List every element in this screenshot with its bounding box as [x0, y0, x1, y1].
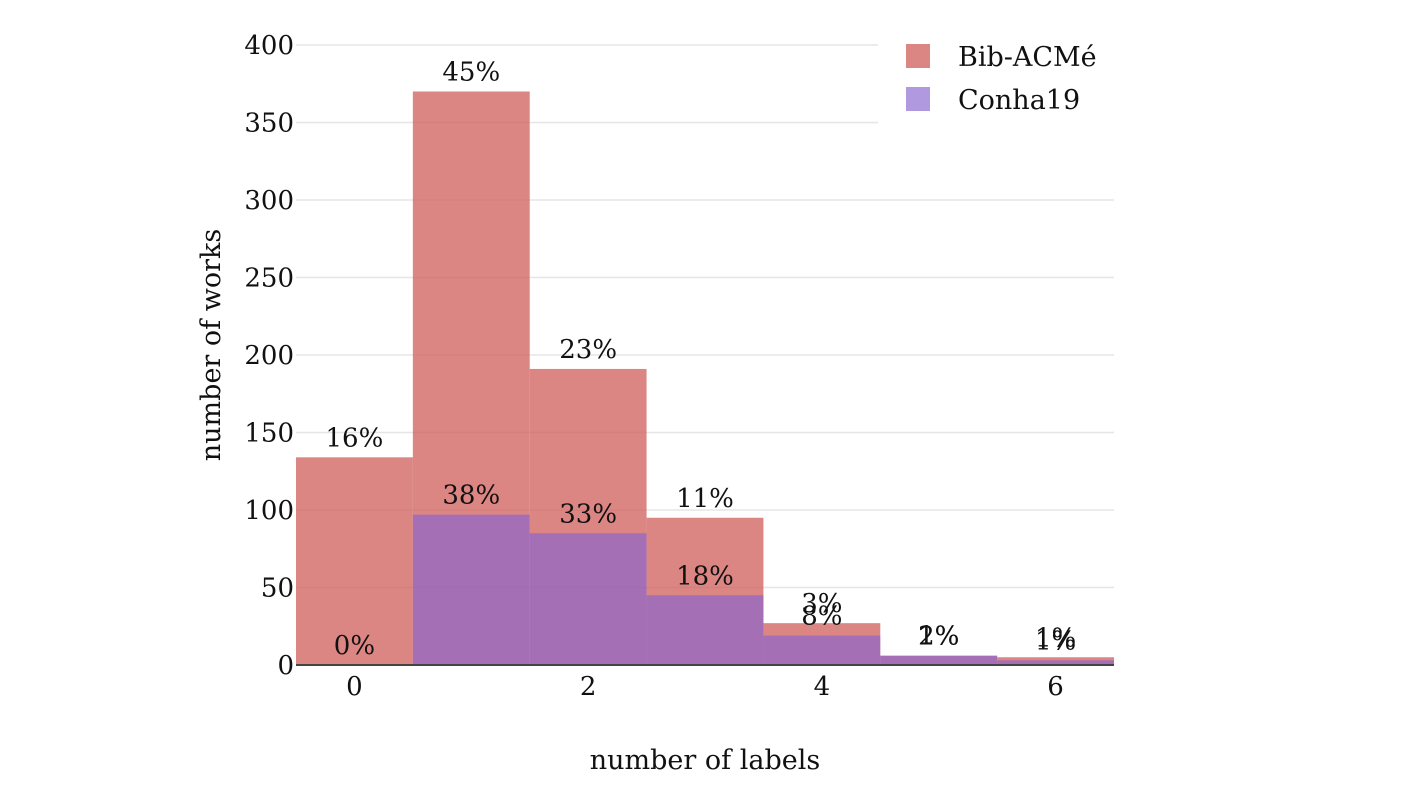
y-tick-label-350: 350 [244, 109, 294, 139]
bar-series1-x3 [646, 595, 764, 665]
bar-label-series1-x0: 0% [334, 631, 375, 661]
y-tick-label-150: 150 [244, 419, 294, 449]
y-tick-label-250: 250 [244, 264, 294, 294]
y-axis-title: number of works [196, 229, 227, 461]
y-tick-label-400: 400 [244, 31, 294, 61]
y-tick-label-300: 300 [244, 186, 294, 216]
x-tick-label-4: 4 [814, 672, 831, 702]
bar-label-series1-x3: 18% [676, 561, 734, 591]
bar-series1-x5 [880, 655, 998, 665]
axes: 0 50 100 150 200 250 300 350 400 0 2 4 6 [244, 31, 1114, 702]
bar-label-series1-x2: 33% [559, 499, 617, 529]
bar-label-series0-x3: 11% [676, 484, 734, 514]
bar-series1-x1 [412, 514, 530, 665]
legend-swatch-bib-acme [906, 44, 930, 68]
bar-label-series1-x6: 1% [1035, 626, 1076, 656]
bar-series1-x6 [997, 660, 1114, 665]
bar-label-series0-x6: 1% [1035, 623, 1076, 653]
x-tick-label-6: 6 [1047, 672, 1064, 702]
x-tick-label-2: 2 [580, 672, 597, 702]
bars [296, 91, 1114, 665]
y-tick-label-50: 50 [261, 574, 294, 604]
bar-series1-x2 [529, 533, 647, 665]
bar-label-series1-x5: 2% [918, 622, 959, 652]
bar-label-series1-x4: 8% [801, 602, 842, 632]
bar-label-series0-x1: 45% [442, 58, 500, 88]
legend-label-bib-acme: Bib-ACMé [958, 42, 1097, 73]
bar-labels: 16%45%23%11%3%1% 1%0%38%33%18%8%2% 1% [326, 58, 1077, 662]
bar-label-series0-x0: 16% [326, 423, 384, 453]
bar-label-series0-x5: 1% [918, 622, 959, 652]
bar-series1-x4 [763, 635, 881, 665]
y-tick-label-200: 200 [244, 341, 294, 371]
y-tick-label-100: 100 [244, 496, 294, 526]
x-tick-label-0: 0 [346, 672, 363, 702]
legend-swatch-conha19 [906, 87, 930, 111]
legend: Bib-ACMé Conha19 [906, 42, 1097, 116]
legend-label-conha19: Conha19 [958, 85, 1080, 116]
bar-series0-x0 [296, 457, 413, 665]
bar-label-series0-x2: 23% [559, 335, 617, 365]
y-tick-label-0: 0 [277, 651, 294, 681]
x-axis-title: number of labels [590, 745, 820, 776]
bar-label-series0-x4: 3% [801, 589, 842, 619]
bar-label-series1-x1: 38% [442, 481, 500, 511]
